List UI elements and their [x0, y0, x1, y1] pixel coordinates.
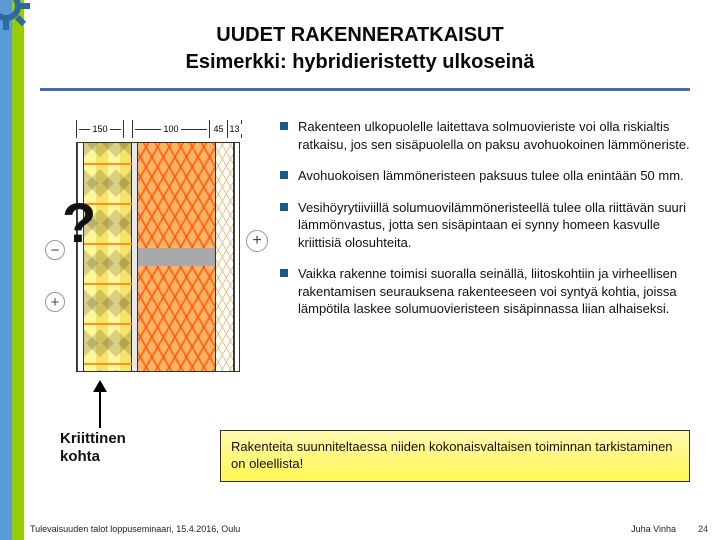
layer-outer-insulation-pattern: [84, 143, 132, 371]
dim-150: 150: [76, 120, 124, 138]
bullet-list: Rakenteen ulkopuolelle laitettava solmuo…: [280, 118, 690, 332]
critical-line-1: Kriittinen: [60, 430, 126, 447]
layer-stud: [138, 248, 215, 266]
footer-page: 24: [698, 524, 708, 534]
critical-label: Kriittinen kohta: [60, 430, 200, 466]
layer-main-insulation: [138, 143, 216, 371]
dim-100: 100: [132, 120, 210, 138]
sign-plus-ext: +: [45, 292, 65, 312]
bullet-3: Vesihöyrytiiviillä solumuovilämmöneriste…: [280, 199, 690, 252]
layer-service-cavity: [216, 143, 234, 371]
dim-45: 45: [210, 120, 228, 138]
bullet-1: Rakenteen ulkopuolelle laitettava solmuo…: [280, 118, 690, 153]
sign-plus-int: +: [246, 230, 268, 252]
title-hr: [40, 88, 690, 91]
title-line-2: Esimerkki: hybridieristetty ulkoseinä: [0, 49, 720, 76]
layer-exterior-cladding: [76, 143, 84, 371]
gear-icon: [0, 0, 30, 30]
left-strip-outer: [0, 0, 12, 540]
callout-box: Rakenteita suunniteltaessa niiden kokona…: [220, 430, 690, 482]
title-line-1: UUDET RAKENNERATKAISUT: [0, 22, 720, 49]
question-mark: ?: [62, 190, 96, 255]
footer-author: Juha Vinha: [631, 524, 676, 534]
dim-13: 13: [228, 120, 242, 138]
footer-left: Tulevaisuuden talot loppuseminaari, 15.4…: [30, 524, 240, 534]
bullet-4: Vaikka rakenne toimisi suoralla seinällä…: [280, 265, 690, 318]
layer-interior-board: [234, 143, 240, 371]
dimension-row: 150 100 45 13: [76, 120, 240, 138]
slide-title: UUDET RAKENNERATKAISUT Esimerkki: hybrid…: [0, 22, 720, 76]
left-strip-inner: [12, 0, 24, 540]
bullet-2: Avohuokoisen lämmöneristeen paksuus tule…: [280, 167, 690, 185]
wall-section: [76, 142, 240, 372]
critical-line-2: kohta: [60, 448, 100, 465]
